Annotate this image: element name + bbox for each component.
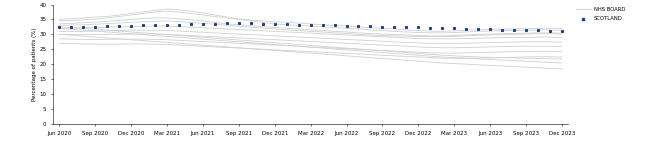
Legend: NHS BOARD, SCOTLAND: NHS BOARD, SCOTLAND bbox=[576, 7, 625, 21]
Y-axis label: Percentage of patients (%): Percentage of patients (%) bbox=[31, 27, 37, 101]
